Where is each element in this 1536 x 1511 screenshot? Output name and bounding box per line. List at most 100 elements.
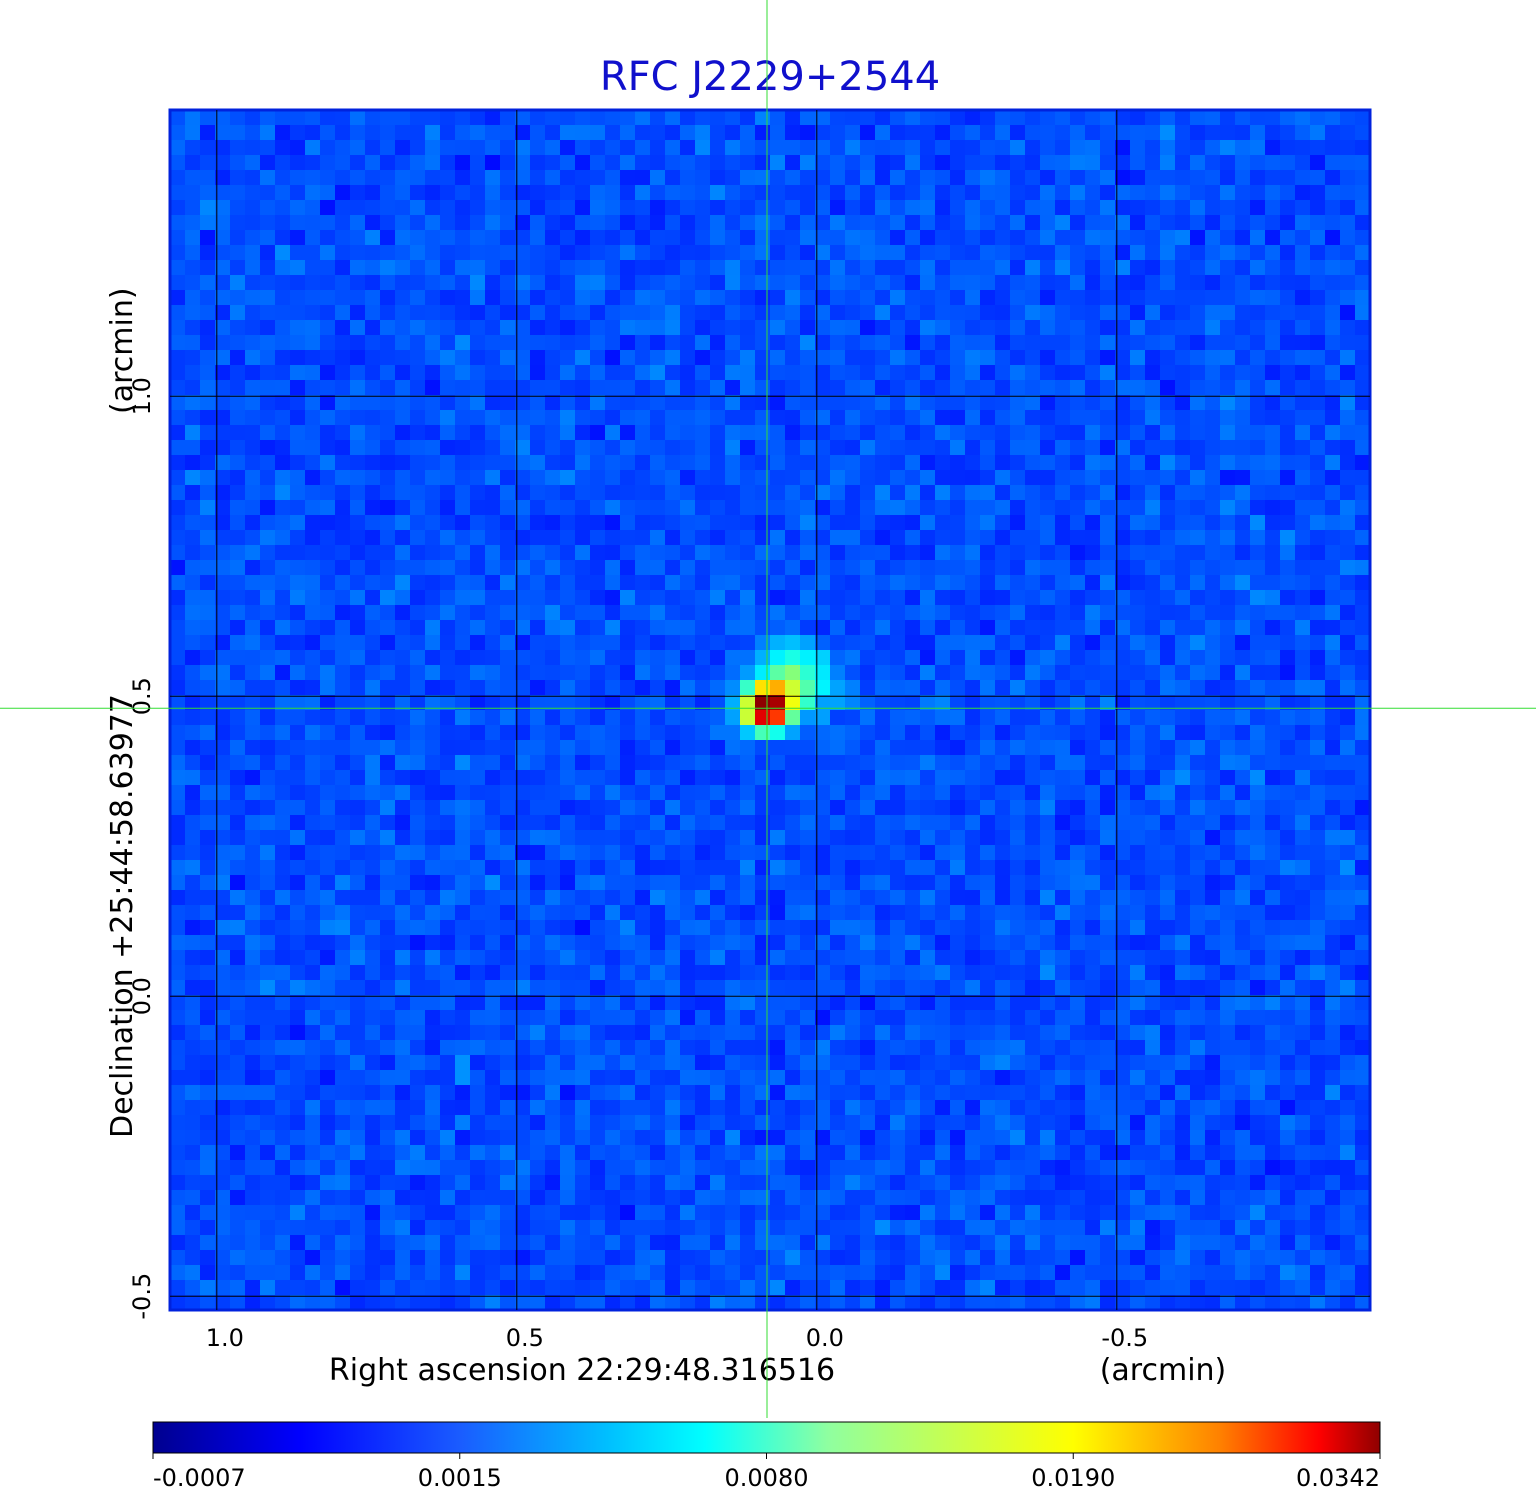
pixel <box>800 185 816 201</box>
pixel <box>185 200 201 216</box>
pixel <box>230 650 246 666</box>
pixel <box>350 1040 366 1056</box>
pixel <box>815 605 831 621</box>
pixel <box>1085 140 1101 156</box>
pixel <box>605 335 621 351</box>
pixel <box>800 920 816 936</box>
pixel <box>650 1025 666 1041</box>
pixel <box>1175 875 1191 891</box>
pixel <box>1340 875 1356 891</box>
pixel <box>1250 695 1266 711</box>
pixel <box>350 905 366 921</box>
pixel <box>770 350 786 366</box>
pixel <box>680 980 696 996</box>
pixel <box>200 605 216 621</box>
pixel <box>1160 860 1176 876</box>
pixel <box>560 1010 576 1026</box>
pixel <box>695 230 711 246</box>
pixel <box>485 290 501 306</box>
pixel <box>410 1025 426 1041</box>
pixel <box>1085 545 1101 561</box>
pixel <box>590 800 606 816</box>
pixel <box>410 935 426 951</box>
pixel <box>530 230 546 246</box>
pixel <box>1175 590 1191 606</box>
pixel <box>1070 725 1086 741</box>
pixel <box>230 680 246 696</box>
pixel <box>515 785 531 801</box>
pixel <box>1325 500 1341 516</box>
pixel <box>1235 245 1251 261</box>
pixel <box>275 530 291 546</box>
pixel <box>935 950 951 966</box>
pixel <box>620 665 636 681</box>
pixel <box>815 455 831 471</box>
pixel <box>1010 1025 1026 1041</box>
pixel <box>935 800 951 816</box>
pixel <box>305 500 321 516</box>
pixel <box>215 440 231 456</box>
pixel <box>1190 260 1206 276</box>
pixel <box>950 425 966 441</box>
pixel <box>1010 335 1026 351</box>
pixel <box>695 800 711 816</box>
pixel <box>290 680 306 696</box>
pixel <box>350 635 366 651</box>
pixel <box>1025 755 1041 771</box>
pixel <box>1190 860 1206 876</box>
pixel <box>1205 110 1221 126</box>
pixel <box>1250 410 1266 426</box>
pixel <box>335 125 351 141</box>
pixel <box>770 1025 786 1041</box>
pixel <box>710 905 726 921</box>
pixel <box>785 590 801 606</box>
pixel <box>1070 560 1086 576</box>
pixel <box>350 620 366 636</box>
pixel <box>1115 995 1131 1011</box>
pixel <box>845 155 861 171</box>
pixel <box>935 245 951 261</box>
pixel <box>515 830 531 846</box>
pixel <box>515 320 531 336</box>
pixel <box>905 815 921 831</box>
pixel <box>620 200 636 216</box>
pixel <box>815 845 831 861</box>
pixel <box>950 245 966 261</box>
pixel <box>860 485 876 501</box>
pixel <box>260 410 276 426</box>
pixel <box>455 230 471 246</box>
pixel <box>695 575 711 591</box>
pixel <box>260 740 276 756</box>
pixel <box>425 635 441 651</box>
pixel <box>185 1040 201 1056</box>
pixel <box>620 215 636 231</box>
pixel <box>980 290 996 306</box>
pixel <box>530 665 546 681</box>
pixel <box>935 875 951 891</box>
pixel <box>755 665 771 681</box>
pixel <box>1190 365 1206 381</box>
pixel <box>770 320 786 336</box>
pixel <box>1340 575 1356 591</box>
pixel <box>545 860 561 876</box>
pixel <box>1310 560 1326 576</box>
pixel <box>725 950 741 966</box>
pixel <box>695 545 711 561</box>
pixel <box>965 845 981 861</box>
pixel <box>950 620 966 636</box>
pixel <box>800 1010 816 1026</box>
pixel <box>710 365 726 381</box>
pixel <box>410 635 426 651</box>
pixel <box>395 410 411 426</box>
pixel <box>1070 905 1086 921</box>
pixel <box>1250 680 1266 696</box>
pixel <box>530 605 546 621</box>
pixel <box>575 275 591 291</box>
pixel <box>875 1010 891 1026</box>
pixel <box>1055 770 1071 786</box>
pixel <box>680 305 696 321</box>
pixel <box>905 695 921 711</box>
pixel <box>245 260 261 276</box>
pixel <box>545 680 561 696</box>
pixel <box>440 230 456 246</box>
